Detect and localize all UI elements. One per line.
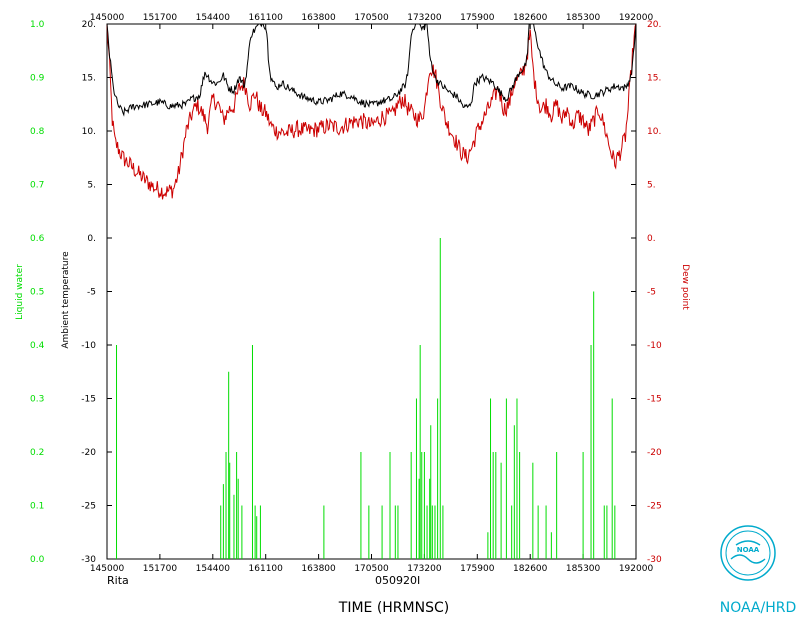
x-tick-label-top: 182600 [513,13,548,23]
left-axis-tick-label: 0.8 [30,127,45,137]
right-axis-tick-label: 10. [647,127,661,137]
x-tick-label-top: 175900 [460,13,495,23]
x-axis-title: TIME (HRMNSC) [338,600,449,616]
x-tick-label-top: 192000 [619,13,654,23]
right-axis-tick-label: -5 [647,288,656,298]
x-tick-label-bottom: 173200 [407,564,442,574]
right-axis-label: Dew point [680,264,690,310]
right-axis-tick-label: 20. [647,20,661,30]
left-axis-label: Liquid water [15,264,25,320]
credit-text: NOAA/HRD [720,600,797,616]
inner-left-axis-label: Ambient temperature [61,251,71,349]
left-axis-tick-label: 0.1 [30,502,44,512]
inner-left-axis-tick-label: -30 [81,555,96,565]
right-axis-tick-label: 0. [647,234,656,244]
x-tick-label-top: 151700 [143,13,178,23]
inner-left-axis-tick-label: -25 [81,502,96,512]
logo-text: NOAA [737,546,760,554]
x-tick-label-top: 170500 [354,13,389,23]
inner-left-axis-tick-label: -20 [81,448,96,458]
x-tick-label-bottom: 145000 [90,564,125,574]
right-axis-tick-label: -10 [647,341,662,351]
x-tick-label-bottom: 185300 [566,564,601,574]
right-axis-tick-label: -30 [647,555,662,565]
left-axis-tick-label: 0.7 [30,181,44,191]
x-tick-label-bottom: 154400 [196,564,231,574]
x-tick-label-bottom: 151700 [143,564,178,574]
x-tick-label-bottom: 182600 [513,564,548,574]
inner-left-axis-tick-label: -10 [81,341,96,351]
x-tick-label-top: 163800 [301,13,336,23]
storm-name: Rita [107,574,129,587]
inner-left-axis-tick-label: 0. [87,234,96,244]
dew-point-line [106,23,637,200]
ambient-temperature-line [106,23,637,117]
x-tick-label-top: 161100 [249,13,284,23]
x-tick-label-top: 185300 [566,13,601,23]
inner-left-axis-tick-label: 15. [82,74,96,84]
right-axis-tick-label: -15 [647,395,662,405]
x-tick-label-top: 173200 [407,13,442,23]
series-layer [106,23,637,559]
x-tick-label-bottom: 192000 [619,564,654,574]
left-axis-tick-label: 0.9 [30,74,45,84]
x-tick-label-top: 145000 [90,13,125,23]
x-tick-label-bottom: 170500 [354,564,389,574]
right-axis-tick-label: 15. [647,74,661,84]
left-axis-tick-label: 1.0 [30,20,45,30]
right-axis-tick-label: -20 [647,448,662,458]
left-axis-tick-label: 0.6 [30,234,45,244]
x-tick-label-bottom: 161100 [249,564,284,574]
right-axis-tick-label: -25 [647,502,662,512]
left-axis-tick-label: 0.3 [30,395,44,405]
flight-date: 050920I [375,574,420,587]
left-axis-tick-label: 0.4 [30,341,45,351]
inner-left-axis-tick-label: 10. [82,127,96,137]
x-tick-label-bottom: 175900 [460,564,495,574]
x-tick-label-top: 154400 [196,13,231,23]
left-axis-tick-label: 0.2 [30,448,44,458]
inner-left-axis-tick-label: -15 [81,395,96,405]
inner-left-axis-tick-label: 5. [87,181,96,191]
noaa-logo: NOAA [720,525,776,581]
left-axis-tick-label: 0.5 [30,288,44,298]
inner-left-axis-tick-label: 20. [82,20,96,30]
x-tick-label-bottom: 163800 [301,564,336,574]
inner-left-axis-tick-label: -5 [87,288,96,298]
right-axis-tick-label: 5. [647,181,656,191]
axis-ticks: 145000 145000 151700 151700 154400 154400 1611… [30,13,662,574]
left-axis-tick-label: 0.0 [30,555,45,565]
